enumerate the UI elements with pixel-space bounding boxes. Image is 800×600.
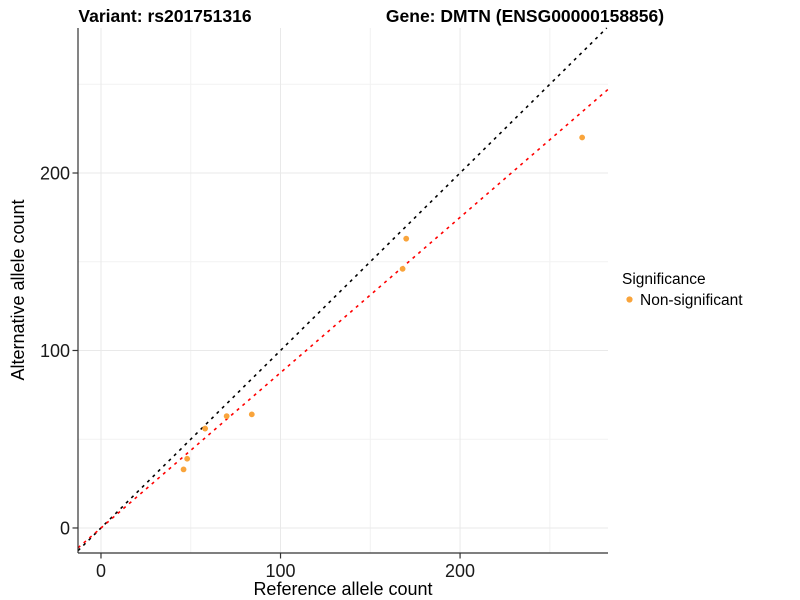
legend-entry-label: Non-significant [640,292,743,309]
major-gridlines [78,28,608,553]
y-axis-title: Alternative allele count [8,199,28,380]
legend: Significance Non-significant [622,271,743,309]
fit-line [77,88,609,549]
x-tick-label: 200 [445,561,475,581]
minor-gridlines [78,28,608,553]
axes [77,28,608,554]
data-point [180,466,187,473]
data-point [403,235,410,242]
data-point [248,411,255,418]
plot-title-gene: Gene: DMTN (ENSG00000158856) [386,6,664,26]
x-axis-title: Reference allele count [253,579,432,599]
data-point [399,265,406,272]
y-tick-label: 0 [60,518,70,538]
data-point [223,413,230,420]
x-tick-label: 0 [96,561,106,581]
reference-lines [77,27,609,552]
legend-title: Significance [622,271,706,288]
data-point [184,455,191,462]
legend-point-icon [626,296,633,303]
tick-labels: 0 100 200 0 100 200 [40,164,475,581]
y-tick-label: 100 [40,341,70,361]
data-points [180,134,586,473]
data-point [579,134,586,141]
tick-marks [72,172,461,559]
plot-title-variant: Variant: rs201751316 [78,6,251,26]
y-tick-label: 200 [40,164,70,184]
data-point [202,425,209,432]
identity-line [77,27,608,552]
x-tick-label: 100 [265,561,295,581]
